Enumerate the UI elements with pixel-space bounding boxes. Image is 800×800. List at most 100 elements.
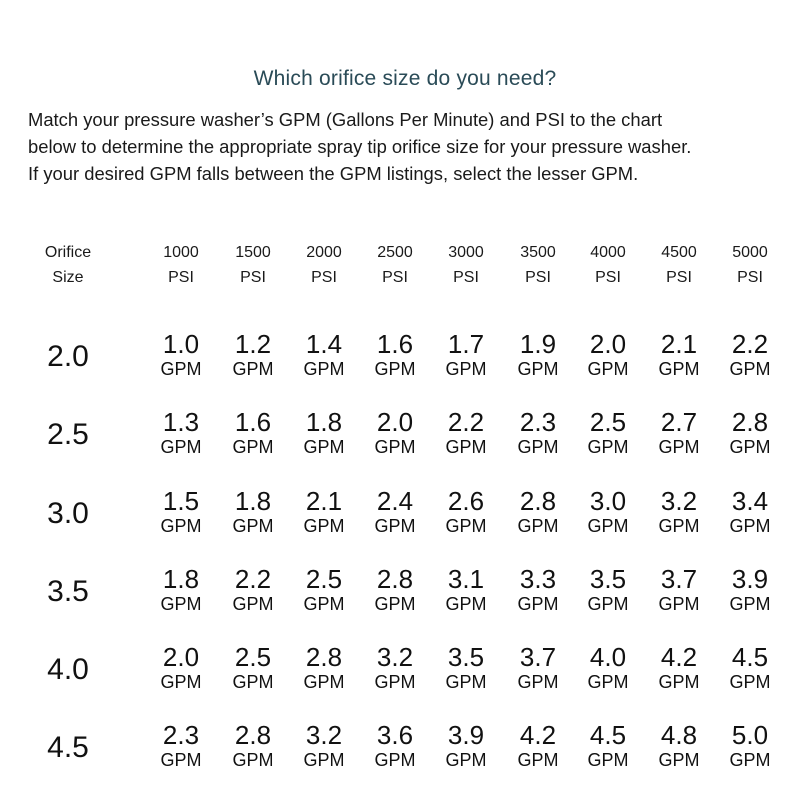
gpm-unit: GPM: [303, 750, 345, 770]
gpm-value: 3.5: [589, 564, 627, 594]
gpm-value: 4.2: [519, 720, 557, 750]
gpm-cell: 1.0 GPM: [160, 330, 201, 380]
gpm-value: 1.2: [234, 329, 272, 359]
gpm-cell: 3.5 GPM: [445, 643, 486, 693]
gpm-unit: GPM: [160, 672, 202, 692]
gpm-unit: GPM: [160, 437, 202, 457]
gpm-unit: GPM: [303, 437, 345, 457]
gpm-value: 1.9: [519, 329, 557, 359]
gpm-unit: GPM: [160, 359, 202, 379]
gpm-cell: 2.7 GPM: [658, 408, 699, 458]
intro-line: below to determine the appropriate spray…: [28, 136, 692, 157]
header-line: 1500: [235, 244, 271, 261]
gpm-unit: GPM: [445, 437, 487, 457]
gpm-value: 4.5: [589, 720, 627, 750]
gpm-value: 4.2: [660, 642, 698, 672]
gpm-cell: 1.7 GPM: [445, 330, 486, 380]
orifice-size-label: 2.5: [47, 418, 89, 451]
gpm-cell: 3.2 GPM: [303, 721, 344, 771]
gpm-cell: 3.2 GPM: [658, 487, 699, 537]
gpm-unit: GPM: [374, 437, 416, 457]
gpm-cell: 2.2 GPM: [232, 565, 273, 615]
orifice-size-label: 3.5: [47, 575, 89, 608]
header-line: PSI: [240, 269, 266, 286]
gpm-value: 3.2: [305, 720, 343, 750]
header-line: 4000: [590, 244, 626, 261]
gpm-cell: 4.2 GPM: [517, 721, 558, 771]
gpm-value: 2.8: [305, 642, 343, 672]
gpm-value: 2.3: [519, 407, 557, 437]
gpm-cell: 1.8 GPM: [232, 487, 273, 537]
gpm-cell: 1.5 GPM: [160, 487, 201, 537]
gpm-cell: 2.5 GPM: [303, 565, 344, 615]
gpm-cell: 5.0 GPM: [729, 721, 770, 771]
gpm-value: 3.3: [519, 564, 557, 594]
gpm-value: 2.5: [589, 407, 627, 437]
gpm-unit: GPM: [303, 672, 345, 692]
gpm-unit: GPM: [232, 359, 274, 379]
gpm-unit: GPM: [445, 672, 487, 692]
gpm-value: 3.1: [447, 564, 485, 594]
gpm-value: 3.6: [376, 720, 414, 750]
gpm-unit: GPM: [303, 594, 345, 614]
gpm-unit: GPM: [445, 594, 487, 614]
gpm-value: 1.8: [305, 407, 343, 437]
gpm-cell: 3.6 GPM: [374, 721, 415, 771]
gpm-cell: 3.5 GPM: [587, 565, 628, 615]
header-line: 5000: [732, 244, 768, 261]
psi-column-header: 3000 PSI: [448, 240, 484, 290]
gpm-cell: 2.0 GPM: [374, 408, 415, 458]
gpm-value: 3.2: [660, 486, 698, 516]
gpm-cell: 2.4 GPM: [374, 487, 415, 537]
psi-column-header: 4000 PSI: [590, 240, 626, 290]
gpm-value: 1.8: [162, 564, 200, 594]
gpm-unit: GPM: [517, 594, 559, 614]
gpm-unit: GPM: [658, 437, 700, 457]
header-line: 1000: [163, 244, 199, 261]
gpm-unit: GPM: [658, 750, 700, 770]
gpm-cell: 2.1 GPM: [303, 487, 344, 537]
gpm-unit: GPM: [160, 516, 202, 536]
gpm-unit: GPM: [232, 750, 274, 770]
gpm-unit: GPM: [729, 437, 771, 457]
intro-line: If your desired GPM falls between the GP…: [28, 163, 639, 184]
gpm-unit: GPM: [374, 516, 416, 536]
gpm-value: 2.5: [234, 642, 272, 672]
gpm-value: 2.8: [376, 564, 414, 594]
gpm-value: 2.8: [731, 407, 769, 437]
gpm-value: 1.6: [234, 407, 272, 437]
gpm-unit: GPM: [587, 359, 629, 379]
gpm-cell: 3.9 GPM: [445, 721, 486, 771]
header-line: Orifice: [44, 244, 92, 261]
gpm-cell: 2.8 GPM: [232, 721, 273, 771]
gpm-value: 2.5: [305, 564, 343, 594]
header-line: PSI: [525, 269, 551, 286]
gpm-unit: GPM: [374, 750, 416, 770]
gpm-unit: GPM: [587, 516, 629, 536]
gpm-value: 2.1: [305, 486, 343, 516]
psi-column-header: 1500 PSI: [235, 240, 271, 290]
gpm-cell: 2.0 GPM: [587, 330, 628, 380]
gpm-unit: GPM: [303, 516, 345, 536]
gpm-value: 1.3: [162, 407, 200, 437]
gpm-unit: GPM: [517, 672, 559, 692]
gpm-value: 1.7: [447, 329, 485, 359]
gpm-unit: GPM: [658, 594, 700, 614]
gpm-cell: 1.3 GPM: [160, 408, 201, 458]
gpm-unit: GPM: [658, 516, 700, 536]
gpm-cell: 3.7 GPM: [517, 643, 558, 693]
gpm-value: 1.4: [305, 329, 343, 359]
gpm-cell: 3.3 GPM: [517, 565, 558, 615]
gpm-value: 4.8: [660, 720, 698, 750]
gpm-cell: 4.5 GPM: [587, 721, 628, 771]
gpm-cell: 2.6 GPM: [445, 487, 486, 537]
gpm-value: 3.7: [660, 564, 698, 594]
gpm-value: 1.6: [376, 329, 414, 359]
gpm-unit: GPM: [729, 672, 771, 692]
psi-column-header: 5000 PSI: [732, 240, 768, 290]
gpm-value: 4.0: [589, 642, 627, 672]
gpm-cell: 2.5 GPM: [232, 643, 273, 693]
gpm-unit: GPM: [517, 437, 559, 457]
psi-column-header: 1000 PSI: [163, 240, 199, 290]
gpm-cell: 3.9 GPM: [729, 565, 770, 615]
